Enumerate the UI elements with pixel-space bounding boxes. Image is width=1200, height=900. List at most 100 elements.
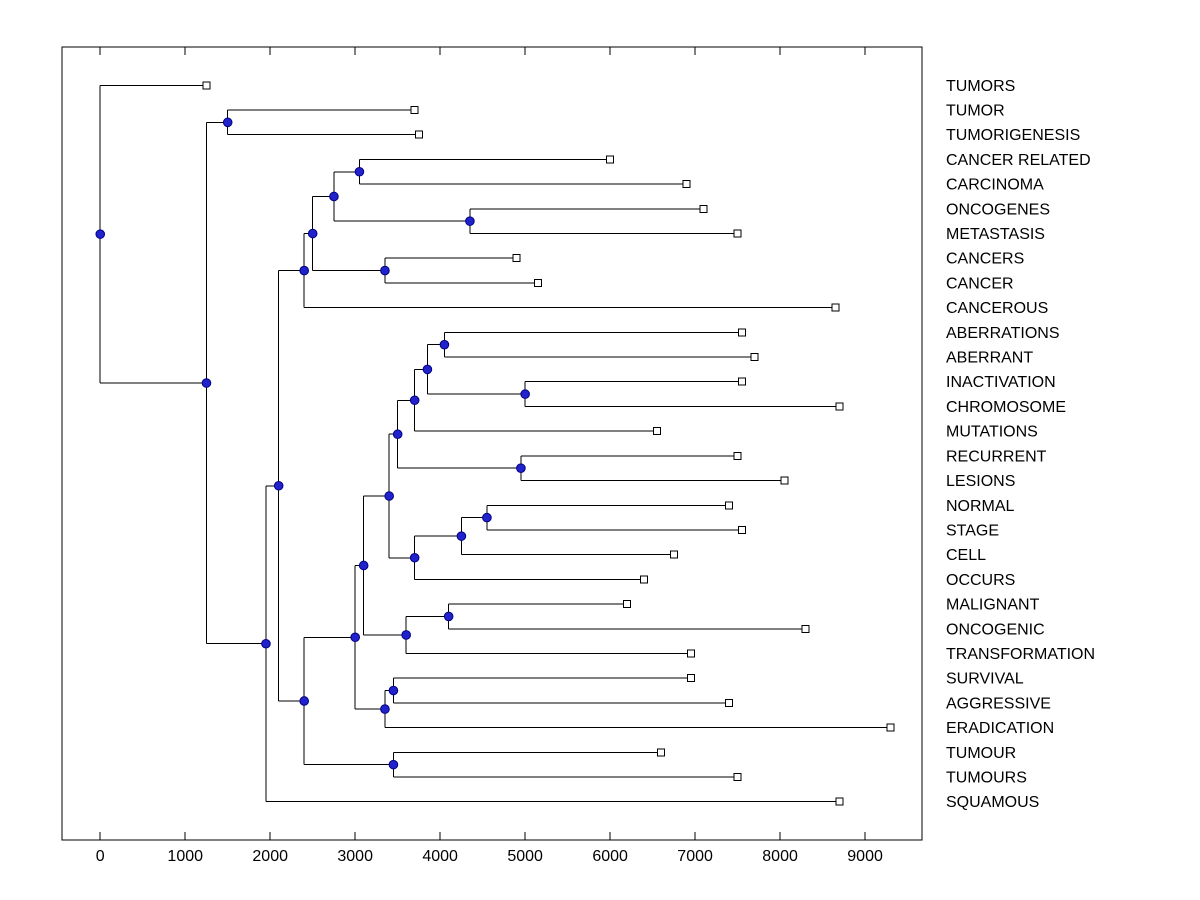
branch-node-marker	[422, 364, 433, 375]
branch-node-marker	[358, 560, 369, 571]
x-tick-label: 8000	[762, 848, 798, 865]
branch-node-marker	[201, 378, 212, 388]
x-tick-label: 1000	[167, 848, 203, 865]
branch-node-marker	[439, 339, 450, 350]
branch-node-marker	[350, 632, 360, 643]
leaf-node-marker	[686, 649, 695, 658]
leaf-node-marker	[835, 402, 844, 411]
x-tick-label: 7000	[677, 848, 713, 865]
leaf-node-marker	[623, 600, 632, 609]
leaf-node-marker	[733, 773, 742, 782]
branch-node-marker	[482, 512, 492, 523]
branch-node-marker	[384, 491, 394, 501]
branch-node-marker	[299, 696, 309, 706]
leaf-node-marker	[733, 229, 742, 238]
x-axis-ticks	[99, 47, 866, 840]
leaf-label: AGGRESSIVE	[946, 695, 1051, 712]
leaf-label: ONCOGENIC	[946, 621, 1045, 638]
leaf-label: CANCER	[946, 275, 1014, 292]
leaf-label: ABERRANT	[946, 350, 1033, 367]
leaf-label: RECURRENT	[946, 448, 1047, 465]
x-tick-label: 9000	[847, 848, 883, 865]
leaf-node-marker	[737, 525, 746, 534]
leaf-label: CARCINOMA	[946, 177, 1044, 194]
axes-box	[61, 46, 923, 841]
leaf-node-marker	[414, 130, 423, 139]
x-tick-label: 5000	[507, 848, 543, 865]
branch-node-marker	[354, 166, 365, 177]
leaf-node-marker	[699, 204, 708, 213]
leaf-node-marker	[725, 698, 734, 707]
leaf-label: SURVIVAL	[946, 671, 1024, 688]
leaf-label: ABERRATIONS	[946, 325, 1060, 342]
branch-node-marker	[388, 759, 399, 770]
branch-node-marker	[443, 611, 454, 622]
leaf-node-marker	[831, 303, 840, 312]
leaf-node-marker	[725, 501, 734, 510]
leaf-label: TUMORIGENESIS	[946, 127, 1080, 144]
branch-node-marker	[273, 480, 284, 491]
leaf-node-marker	[202, 81, 211, 90]
branch-node-marker	[380, 704, 390, 714]
leaf-label: TRANSFORMATION	[946, 646, 1095, 663]
leaf-label: ONCOGENES	[946, 201, 1050, 218]
leaf-node-marker	[682, 180, 691, 189]
leaf-node-marker	[737, 377, 746, 386]
branch-lines	[99, 84, 891, 803]
leaf-label: TUMORS	[946, 78, 1015, 95]
leaf-node-marker	[512, 254, 521, 263]
x-tick-label: 2000	[252, 848, 288, 865]
branch-node-marker	[261, 638, 271, 649]
branch-node-marker	[299, 265, 309, 276]
leaf-label: MUTATIONS	[946, 424, 1038, 441]
branch-node-marker	[95, 229, 106, 239]
leaf-label: CHROMOSOME	[946, 399, 1066, 416]
leaf-node-marker	[657, 748, 666, 757]
branch-node-marker	[392, 429, 403, 440]
x-tick-label: 4000	[422, 848, 458, 865]
leaf-node-marker	[886, 723, 895, 732]
leaf-node-marker	[410, 105, 419, 114]
branch-node-marker	[456, 531, 467, 541]
branch-node-marker	[516, 463, 526, 474]
leaf-node-marker	[737, 328, 746, 337]
leaf-node-marker	[780, 476, 789, 485]
leaf-label: STAGE	[946, 522, 999, 539]
leaf-label: CANCER RELATED	[946, 152, 1091, 169]
leaf-labels: TUMORS TUMOR TUMORIGENESIS CANCER RELATED CA…	[946, 78, 1095, 811]
leaf-node-marker	[801, 624, 810, 633]
x-tick-label: 6000	[592, 848, 628, 865]
leaf-label: CELL	[946, 547, 986, 564]
leaf-node-marker	[669, 550, 678, 559]
branch-node-marker	[222, 117, 233, 128]
leaf-node-marker	[606, 155, 615, 164]
leaf-label: TUMOUR	[946, 745, 1016, 762]
leaf-node-marker	[652, 427, 661, 436]
branch-node-marker	[520, 389, 530, 399]
branch-node-marker	[388, 685, 399, 696]
leaf-label: SQUAMOUS	[946, 794, 1039, 811]
leaf-node-marker	[750, 353, 759, 362]
branch-node-marker	[465, 216, 475, 226]
leaf-label: ERADICATION	[946, 720, 1054, 737]
leaf-label: OCCURS	[946, 572, 1015, 589]
leaf-label: MALIGNANT	[946, 597, 1040, 614]
branch-node-marker	[409, 395, 420, 406]
leaf-node-marker	[835, 797, 844, 806]
leaf-node-marker	[533, 278, 542, 287]
leaf-label: CANCERS	[946, 251, 1024, 268]
leaf-node-marker	[640, 575, 649, 584]
node-markers	[95, 81, 895, 806]
branch-node-marker	[401, 630, 411, 640]
leaf-node-marker	[686, 674, 695, 683]
leaf-label: LESIONS	[946, 473, 1015, 490]
branch-node-marker	[380, 265, 390, 276]
branch-node-marker	[329, 191, 339, 202]
leaf-node-marker	[733, 451, 742, 460]
x-tick-label: 3000	[337, 848, 373, 865]
leaf-label: NORMAL	[946, 498, 1015, 515]
leaf-label: TUMOURS	[946, 770, 1027, 787]
leaf-label: CANCEROUS	[946, 300, 1048, 317]
branch-node-marker	[409, 552, 420, 563]
